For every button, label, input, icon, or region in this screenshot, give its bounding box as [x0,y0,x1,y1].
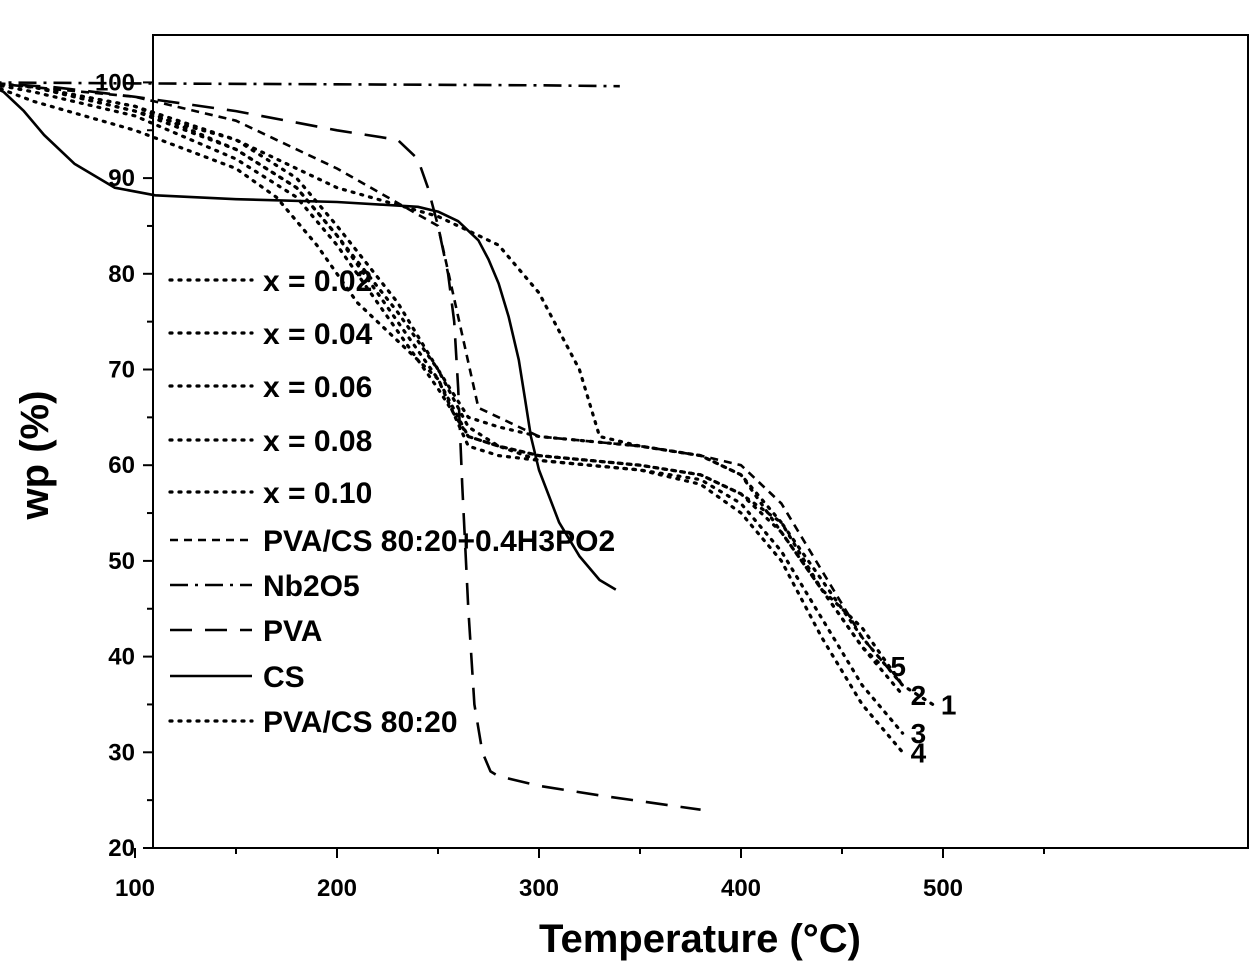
curve-end-label: 4 [911,737,927,768]
legend-label: Nb2O5 [263,570,360,603]
y-tick-label: 30 [108,739,135,766]
series-line-10 [0,82,905,687]
series-line-9 [0,88,617,591]
y-tick-label: 20 [108,835,135,862]
curve-end-labels: 12 34 5 [890,651,956,768]
x-tick-label: 300 [519,875,559,902]
y-tick-label: 80 [108,261,135,288]
legend-label: PVA/CS 80:20 [263,706,458,739]
legend-label: x = 0.04 [263,318,373,351]
legend: x = 0.02 x = 0.04 x = 0.06 x = 0.08 x = 0.10… [168,265,615,739]
series-line-1 [0,82,935,707]
y-tick-label: 50 [108,548,135,575]
series-line-8 [0,82,701,811]
x-tick-label: 100 [115,875,155,902]
legend-label: x = 0.08 [263,425,372,458]
curve-end-label: 5 [890,651,906,682]
x-tick-label: 400 [721,875,761,902]
series-line-5 [0,82,884,668]
series-line-4 [0,86,905,754]
legend-label: x = 0.02 [263,265,372,298]
series-layer [0,81,935,811]
y-axis-title: wp (%) [13,391,57,521]
plot-frame [152,34,1249,849]
x-tick-label: 200 [317,875,357,902]
legend-label: PVA [263,615,322,648]
y-tick-label: 60 [108,452,135,479]
curve-end-label: 2 [911,680,927,711]
legend-label: CS [263,661,305,694]
x-tick-label: 500 [923,875,963,902]
curve-end-label: 3 [911,718,927,749]
y-tick-label: 40 [108,644,135,671]
legend-label: PVA/CS 80:20+0.4H3PO2 [263,525,615,558]
legend-label: x = 0.06 [263,371,372,404]
series-line-2 [0,82,905,697]
curve-end-label: 1 [941,689,957,720]
legend-label: x = 0.10 [263,477,372,510]
y-tick-label: 70 [108,357,135,384]
series-line-7 [0,81,620,88]
x-axis-title: Temperature (°C) [539,917,861,961]
series-line-6 [0,82,904,687]
series-line-3 [0,83,905,735]
